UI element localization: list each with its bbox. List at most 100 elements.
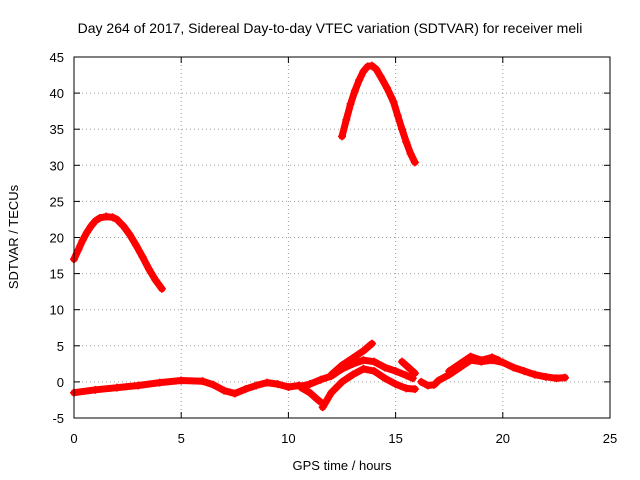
data-point xyxy=(78,236,87,245)
data-point xyxy=(376,72,385,81)
series-arc-3 xyxy=(70,376,304,398)
data-point xyxy=(402,138,411,147)
data-point xyxy=(112,215,121,224)
data-point xyxy=(404,363,413,372)
y-tick-label: 0 xyxy=(57,375,64,390)
data-point xyxy=(359,346,368,355)
series-band xyxy=(70,213,166,293)
data-point xyxy=(125,230,134,239)
data-point xyxy=(305,380,314,389)
y-tick-label: 30 xyxy=(50,158,64,173)
series-arc-2 xyxy=(338,61,419,167)
data-point xyxy=(348,354,357,363)
data-point xyxy=(346,99,355,108)
data-point xyxy=(177,376,186,385)
data-point xyxy=(380,374,389,383)
data-point xyxy=(370,357,379,366)
data-point xyxy=(383,84,392,93)
data-point xyxy=(209,380,218,389)
data-point xyxy=(157,284,166,293)
data-point xyxy=(560,373,569,382)
y-tick-label: 10 xyxy=(50,303,64,318)
data-point xyxy=(138,252,147,261)
data-point xyxy=(509,363,518,372)
data-point xyxy=(520,367,529,376)
data-point xyxy=(488,353,497,362)
data-point xyxy=(87,221,96,230)
series-arc-10 xyxy=(445,352,503,376)
data-point xyxy=(359,364,368,373)
data-point xyxy=(370,367,379,376)
y-tick-label: 5 xyxy=(57,339,64,354)
x-axis-label: GPS time / hours xyxy=(293,458,392,473)
series-band xyxy=(417,356,569,389)
data-point xyxy=(389,97,398,106)
data-point xyxy=(318,403,327,412)
data-point xyxy=(338,132,346,141)
data-point xyxy=(134,381,143,390)
data-series xyxy=(70,61,569,412)
data-point xyxy=(252,381,261,390)
data-point xyxy=(410,158,419,167)
data-point xyxy=(262,378,271,387)
series-band xyxy=(319,365,419,411)
data-point xyxy=(348,370,357,379)
data-point xyxy=(95,214,104,223)
chart-title: Day 264 of 2017, Sidereal Day-to-day VTE… xyxy=(78,20,583,36)
data-point xyxy=(108,213,117,222)
y-tick-label: 45 xyxy=(50,50,64,65)
x-tick-label: 5 xyxy=(178,431,185,446)
data-point xyxy=(316,375,325,384)
y-tick-label: 20 xyxy=(50,231,64,246)
data-point xyxy=(338,361,346,370)
data-point xyxy=(359,67,368,76)
y-tick-label: 35 xyxy=(50,122,64,137)
y-tick-label: -5 xyxy=(52,411,64,426)
data-point xyxy=(155,378,164,387)
data-point xyxy=(82,228,91,237)
y-tick-label: 15 xyxy=(50,267,64,282)
data-point xyxy=(368,339,377,348)
x-tick-label: 10 xyxy=(281,431,295,446)
data-point xyxy=(434,376,443,385)
data-point xyxy=(410,369,419,378)
series-band xyxy=(297,384,325,406)
data-point xyxy=(151,276,160,285)
series-band xyxy=(338,62,419,166)
y-tick-label: 25 xyxy=(50,194,64,209)
x-tick-label: 0 xyxy=(70,431,77,446)
data-point xyxy=(359,356,368,365)
data-point xyxy=(338,377,346,386)
plot-border xyxy=(73,56,611,419)
series-arc-5 xyxy=(327,339,377,379)
data-point xyxy=(132,241,141,250)
data-point xyxy=(391,367,400,376)
data-point xyxy=(541,372,550,381)
data-point xyxy=(380,363,389,372)
data-point xyxy=(406,149,415,158)
x-tick-label: 15 xyxy=(388,431,402,446)
data-point xyxy=(312,394,321,403)
data-point xyxy=(220,386,229,395)
data-point xyxy=(445,367,454,376)
data-point xyxy=(112,383,121,392)
data-point xyxy=(297,383,306,392)
data-point xyxy=(417,377,426,386)
series-arc-6 xyxy=(297,383,325,407)
data-point xyxy=(145,265,154,274)
data-point xyxy=(393,111,402,120)
data-point xyxy=(494,356,503,365)
data-point xyxy=(398,357,407,366)
data-point xyxy=(284,382,293,391)
data-point xyxy=(455,359,464,368)
data-point xyxy=(402,384,411,393)
data-point xyxy=(368,61,377,70)
data-point xyxy=(198,377,207,386)
data-point xyxy=(241,385,250,394)
data-point xyxy=(327,388,336,397)
data-point xyxy=(477,356,486,365)
series-arc-1 xyxy=(70,212,166,293)
data-point xyxy=(273,380,282,389)
data-point xyxy=(391,380,400,389)
